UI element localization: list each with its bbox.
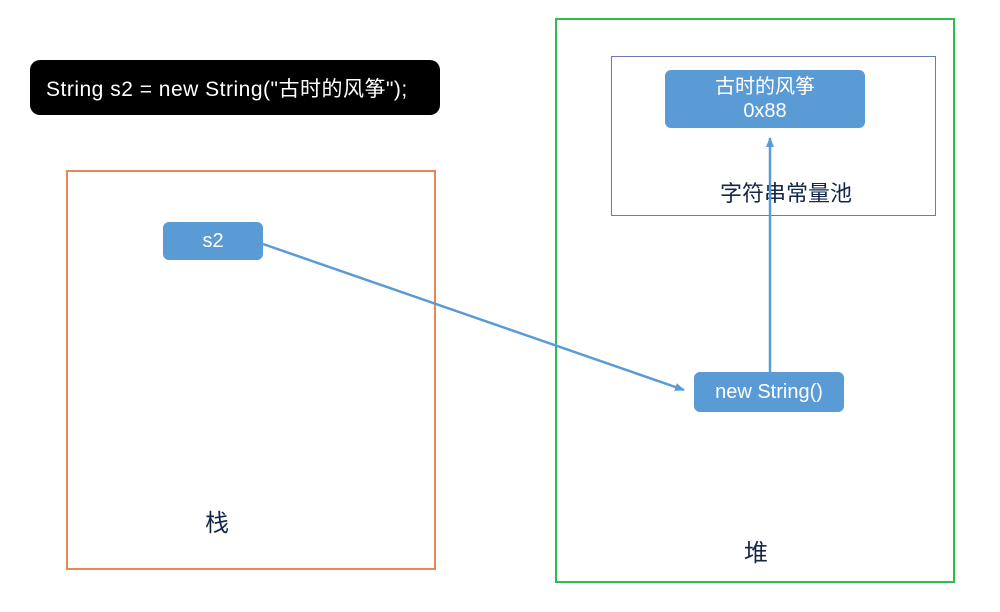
variable-s2-chip: s2 [163, 222, 263, 260]
new-string-object-text: new String() [715, 380, 823, 404]
new-string-object-chip: new String() [694, 372, 844, 412]
code-text: String s2 = new String("古时的风筝"); [46, 73, 408, 103]
string-constant-chip: 古时的风筝 0x88 [665, 70, 865, 128]
heap-label: 堆 [744, 533, 768, 568]
string-constant-value: 古时的风筝 [715, 75, 815, 99]
variable-s2-text: s2 [202, 229, 223, 253]
diagram-stage: String s2 = new String("古时的风筝"); 栈 s2 堆 … [0, 0, 1000, 612]
stack-label: 栈 [205, 503, 229, 538]
string-pool-label: 字符串常量池 [720, 176, 852, 208]
code-declaration-box: String s2 = new String("古时的风筝"); [30, 60, 440, 115]
string-constant-address: 0x88 [743, 99, 786, 123]
